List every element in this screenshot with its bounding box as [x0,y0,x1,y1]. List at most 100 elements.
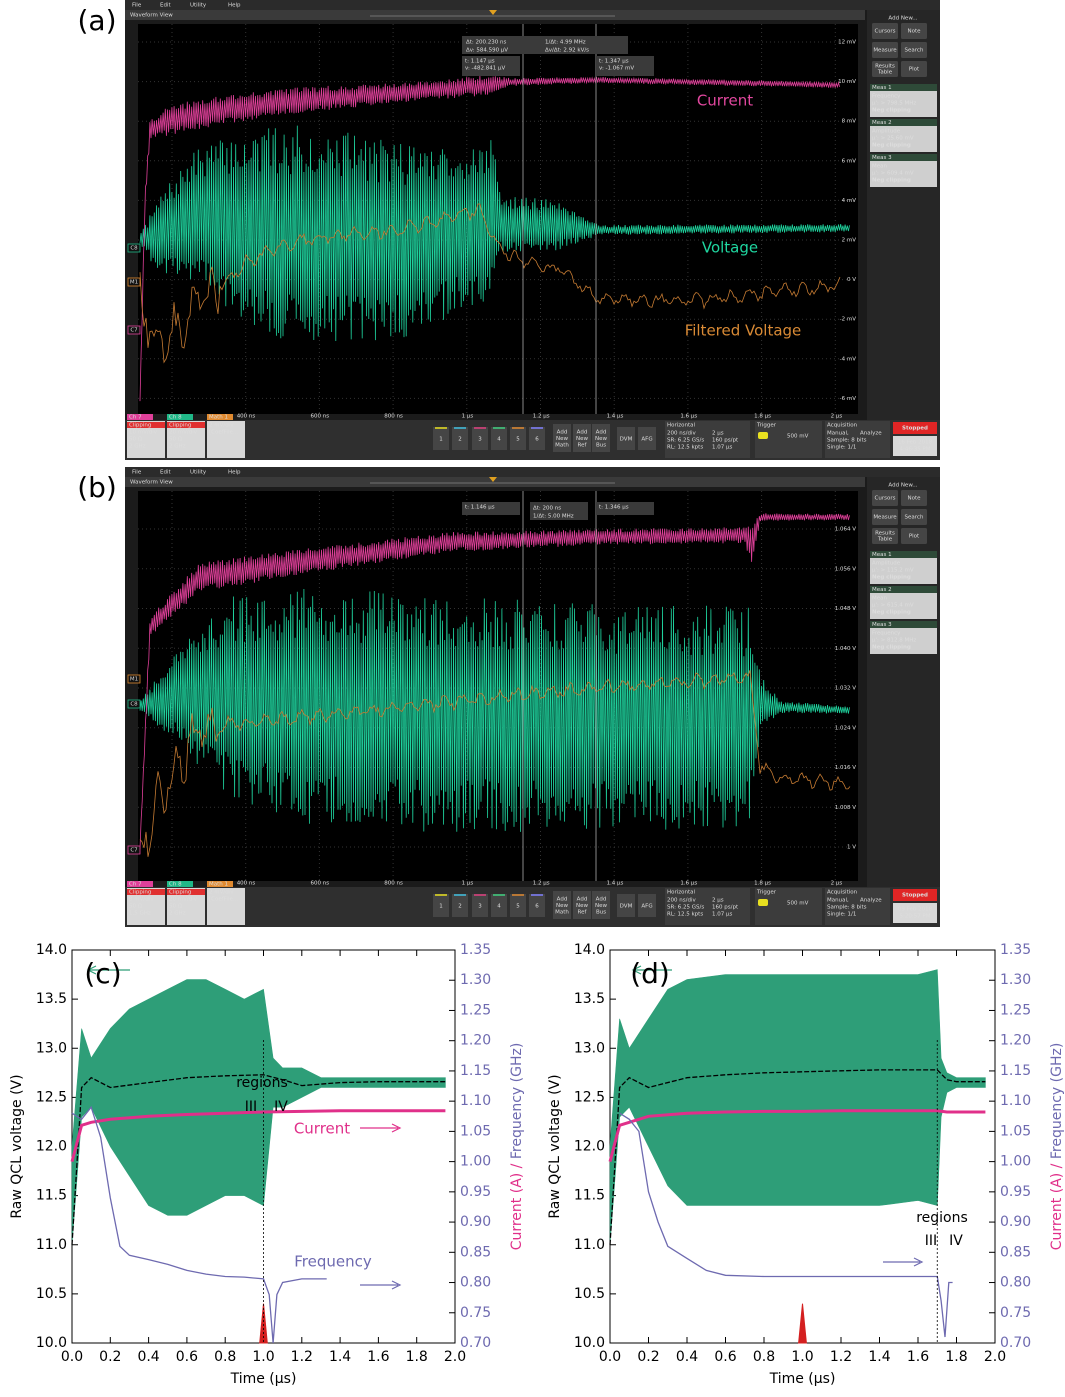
horizontal-setting: 2 μs [712,898,724,904]
channel-button[interactable] [472,894,488,917]
status-button[interactable] [893,889,937,901]
add-button[interactable] [573,891,591,919]
button[interactable] [872,23,898,39]
tool-button[interactable] [617,894,635,917]
y2-axis-label-part: Frequency (GHz) [1049,1043,1065,1159]
button[interactable] [872,509,898,525]
channel-button[interactable] [491,427,507,450]
x-tick-label: 1.2 [291,1349,313,1365]
channel-name: Ch 7 [129,415,142,421]
trigger-box [755,421,822,458]
button[interactable] [872,528,898,544]
y2-tick-label: 0.90 [1000,1214,1031,1230]
channel-tab [167,881,193,887]
scale-label: 0 V [847,277,856,283]
add-button-label: Add [577,897,588,903]
scale-label: -4 mV [840,356,857,362]
x-tick-label: 1.8 [406,1349,428,1365]
channel-name: Ch 7 [129,882,142,888]
channel-button[interactable] [491,894,507,917]
scale-label: 4 mV [842,198,857,204]
channel-button-label: 1 [439,904,443,910]
channel-button-label: 2 [458,437,462,443]
channel-button[interactable] [433,427,449,450]
trigger-title: Trigger [756,890,777,896]
chart: 0.0 0.2 0.4 0.6 0.8 1.0 1.2 1.4 1.6 1.8 2.0 10.0 10.… [9,942,525,1387]
side-tag [127,243,141,253]
add-button[interactable] [573,424,591,452]
add-button-label: New [576,436,588,442]
button-label: Note [907,29,921,35]
channel-button[interactable] [529,427,545,450]
x-tick-label: 1.0 [252,1349,274,1365]
annotation: Frequency [294,1253,372,1271]
x-tick-label: 1.0 [791,1349,813,1365]
button[interactable] [872,61,898,77]
menu-item: Utility [190,3,207,9]
button-label: Results [875,64,895,70]
add-button[interactable] [553,891,571,919]
button[interactable] [901,42,927,58]
channel-setting: 2 GHz [169,911,186,917]
side-panel [867,10,940,420]
time-label: 1.2 μs [533,414,550,420]
cursor-value: t: 1.347 μs [599,59,629,65]
channel-button[interactable] [433,894,449,917]
menu-bar [125,0,940,10]
series-line [608,1109,986,1162]
scope-screenshot: File Edit Utility Help Waveform View 1.064 V 1… [125,467,940,927]
horizontal-title: Horizontal [667,890,696,896]
side-panel [867,477,940,887]
button[interactable] [872,42,898,58]
channel-button-label: 2 [458,904,462,910]
x-tick-label: 0.8 [753,1349,775,1365]
add-button-label: New [556,903,568,909]
channel-button-label: 6 [535,904,539,910]
tool-button[interactable] [638,427,656,450]
meas-name: Meas 1 [872,85,892,91]
add-button-label: New [556,436,568,442]
tool-button[interactable] [617,427,635,450]
status-button[interactable] [893,422,937,434]
scale-label: 2 mV [842,238,857,244]
filtered-line [71,1074,446,1245]
acquisition-setting: Sample: 8 bits [827,438,867,444]
channel-button[interactable] [510,894,526,917]
button[interactable] [901,528,927,544]
series-line [71,1105,327,1344]
scale-label: 1.040 V [835,646,856,652]
channel-button[interactable] [472,427,488,450]
channel-setting: 50 Ω [169,904,182,910]
waveform [139,588,850,832]
channel-setting: 50 Ω [129,904,142,910]
x-tick-label: 1.6 [367,1349,389,1365]
add-button[interactable] [592,891,610,919]
side-tag-label: C7 [130,328,138,334]
channel-button[interactable] [452,894,468,917]
add-button[interactable] [553,424,571,452]
x-tick-label: 0.2 [99,1349,121,1365]
button[interactable] [901,490,927,506]
horizontal-setting: RL: 12.5 kpts [667,445,703,451]
button[interactable] [901,61,927,77]
arrow [883,1257,924,1267]
side-tag-label: C8 [130,702,138,708]
button[interactable] [872,490,898,506]
annotation: III [925,1233,937,1249]
channel-button[interactable] [510,427,526,450]
y-tick-label: 12.5 [574,1089,605,1105]
channel-button[interactable] [452,427,468,450]
tool-button[interactable] [638,894,656,917]
add-button-label: Ref [578,443,588,449]
button[interactable] [901,23,927,39]
add-button[interactable] [592,424,610,452]
y2-axis-label-part: Frequency (GHz) [509,1043,525,1159]
side-tag-label: C8 [130,246,138,252]
readout: Δv/Δt: 2.92 kV/s [545,48,589,54]
date: 09 Feb 2018 [898,907,933,913]
channel-button[interactable] [529,894,545,917]
button[interactable] [901,509,927,525]
cursor-box [462,502,520,515]
channel-setting: Clipping [169,890,191,896]
scale-label: 1.064 V [835,527,856,533]
